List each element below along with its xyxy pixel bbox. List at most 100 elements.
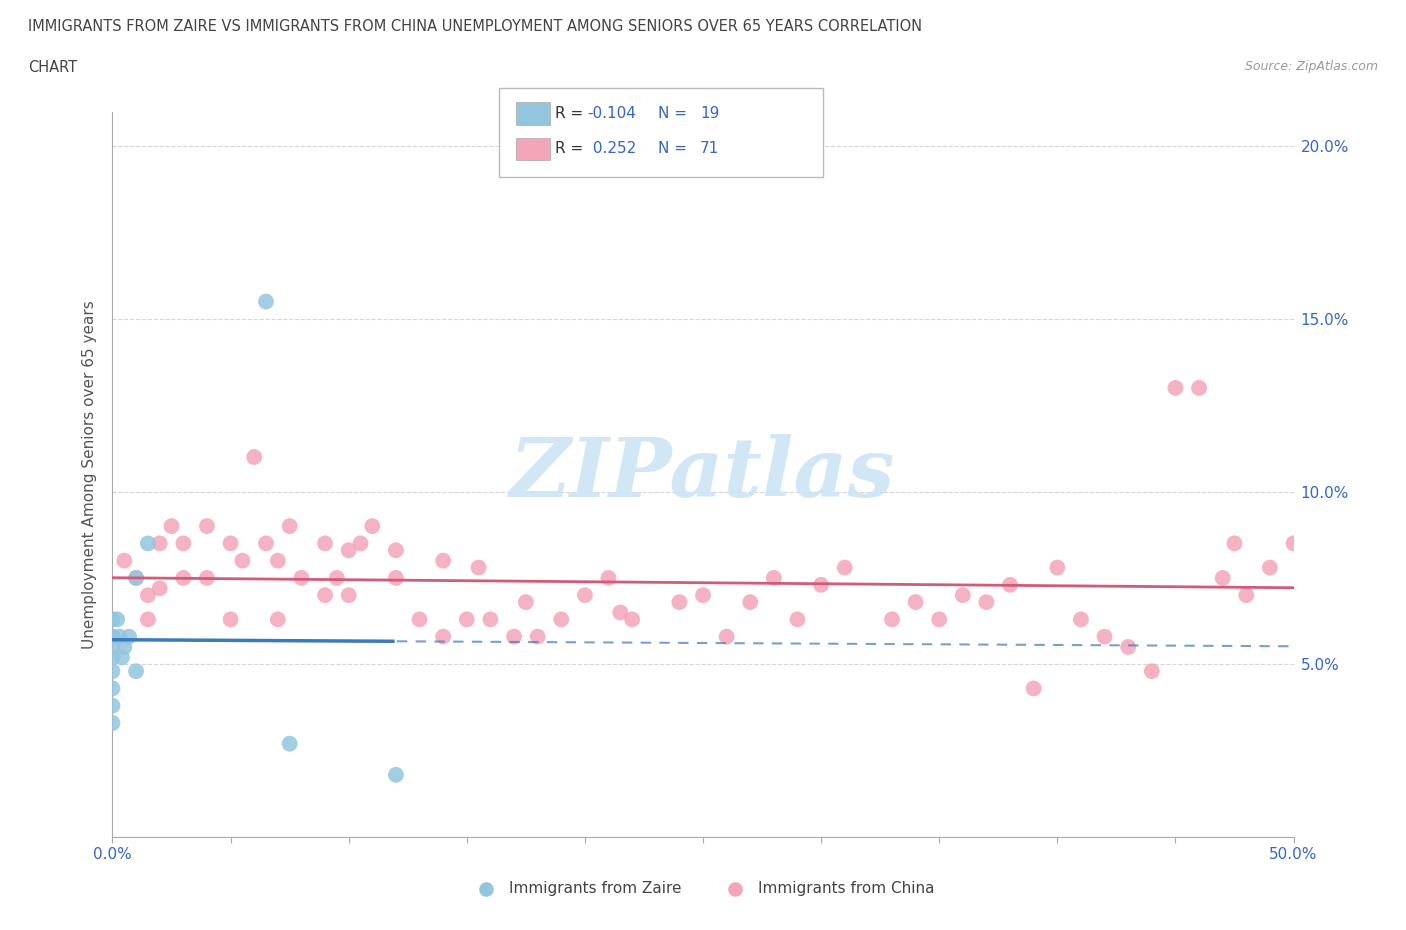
Point [108, 630, 131, 644]
Point [136, 612, 159, 627]
Point [101, 612, 124, 627]
Text: N =: N = [658, 141, 692, 156]
Text: 0.252: 0.252 [588, 141, 636, 156]
Point [136, 536, 159, 551]
Point [101, 681, 124, 696]
Point [456, 612, 478, 627]
Point [385, 543, 408, 558]
Point [278, 519, 301, 534]
Point [515, 594, 537, 609]
Text: CHART: CHART [28, 60, 77, 75]
Point [337, 588, 360, 603]
Point [1070, 612, 1092, 627]
Point [928, 612, 950, 627]
Text: R =: R = [555, 106, 589, 121]
Point [231, 553, 253, 568]
Point [361, 519, 384, 534]
Point [149, 536, 172, 551]
Point [621, 612, 644, 627]
Point [101, 630, 124, 644]
Point [149, 581, 172, 596]
Point [125, 570, 148, 585]
Point [526, 630, 548, 644]
Point [101, 715, 124, 730]
Point [1022, 681, 1045, 696]
Point [385, 767, 408, 782]
Point [290, 570, 312, 585]
Point [716, 630, 738, 644]
Point [112, 640, 135, 655]
Point [172, 536, 194, 551]
Point [952, 588, 974, 603]
Point [101, 640, 124, 655]
Point [111, 650, 134, 665]
Text: -0.104: -0.104 [588, 106, 637, 121]
Point [101, 698, 124, 713]
Point [550, 612, 572, 627]
Point [432, 553, 454, 568]
Legend: Immigrants from Zaire, Immigrants from China: Immigrants from Zaire, Immigrants from C… [465, 875, 941, 902]
Point [609, 605, 631, 620]
Point [1188, 380, 1211, 395]
Point [1234, 588, 1257, 603]
Point [101, 650, 124, 665]
Point [267, 612, 290, 627]
Point [326, 570, 349, 585]
Point [125, 570, 148, 585]
Point [1282, 536, 1305, 551]
Point [1094, 630, 1116, 644]
Point [408, 612, 430, 627]
Point [1116, 640, 1139, 655]
Point [834, 560, 856, 575]
Point [998, 578, 1021, 592]
Point [195, 519, 218, 534]
Text: 19: 19 [700, 106, 720, 121]
Point [219, 536, 242, 551]
Point [278, 737, 301, 751]
Text: 71: 71 [700, 141, 720, 156]
Point [254, 294, 277, 309]
Point [976, 594, 998, 609]
Point [243, 449, 266, 464]
Point [1046, 560, 1069, 575]
Point [314, 536, 336, 551]
Point [786, 612, 808, 627]
Point [101, 630, 124, 644]
Point [219, 612, 242, 627]
Text: IMMIGRANTS FROM ZAIRE VS IMMIGRANTS FROM CHINA UNEMPLOYMENT AMONG SENIORS OVER 6: IMMIGRANTS FROM ZAIRE VS IMMIGRANTS FROM… [28, 19, 922, 33]
Point [432, 630, 454, 644]
Text: ZIPatlas: ZIPatlas [510, 434, 896, 514]
Point [195, 570, 218, 585]
Point [479, 612, 502, 627]
Point [503, 630, 526, 644]
Point [880, 612, 903, 627]
Point [574, 588, 596, 603]
Point [101, 664, 124, 679]
Point [314, 588, 336, 603]
Point [1223, 536, 1246, 551]
Point [740, 594, 762, 609]
Point [467, 560, 489, 575]
Text: N =: N = [658, 106, 692, 121]
Point [125, 664, 148, 679]
Point [105, 612, 128, 627]
Y-axis label: Unemployment Among Seniors over 65 years: Unemployment Among Seniors over 65 years [82, 300, 97, 649]
Point [1212, 570, 1234, 585]
Point [762, 570, 785, 585]
Point [172, 570, 194, 585]
Point [810, 578, 832, 592]
Point [267, 553, 290, 568]
Point [118, 630, 141, 644]
Point [598, 570, 620, 585]
Point [160, 519, 183, 534]
Point [254, 536, 277, 551]
Point [136, 588, 159, 603]
Point [337, 543, 360, 558]
Point [1140, 664, 1163, 679]
Point [1258, 560, 1281, 575]
Point [668, 594, 690, 609]
Point [349, 536, 371, 551]
Text: R =: R = [555, 141, 589, 156]
Point [112, 553, 135, 568]
Point [1164, 380, 1187, 395]
